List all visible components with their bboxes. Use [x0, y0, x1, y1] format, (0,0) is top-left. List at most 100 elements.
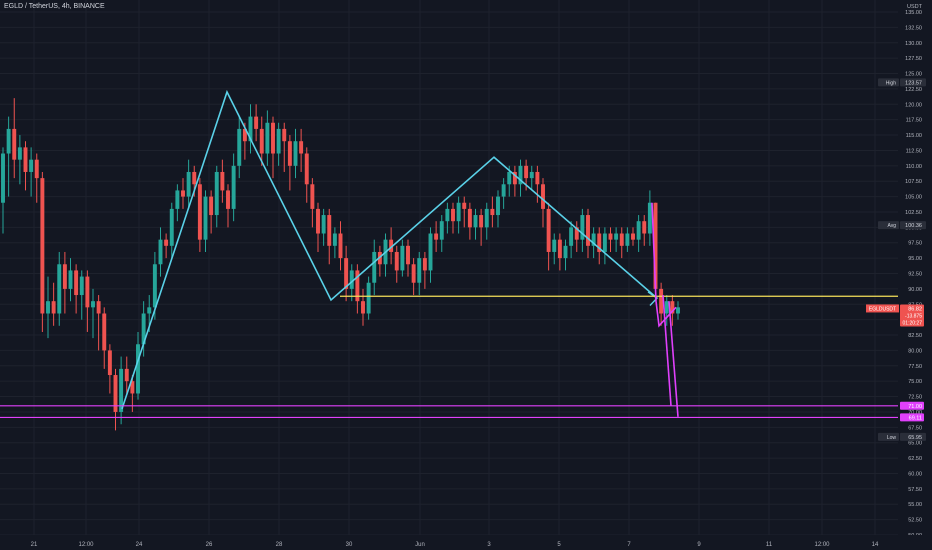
candle-body: [625, 233, 630, 246]
candle-body: [535, 171, 540, 185]
candle-body: [479, 215, 484, 228]
candle-body: [51, 301, 56, 314]
candle-body: [113, 375, 118, 412]
time-tick-label: 7: [627, 542, 631, 548]
candle-body: [237, 128, 242, 166]
candle-body: [57, 264, 62, 314]
candle-body: [338, 233, 343, 259]
candle-body: [29, 159, 34, 172]
low-tag: [900, 432, 926, 441]
candle-body: [473, 215, 478, 228]
projection-line-b: [668, 301, 679, 417]
candle-body: [417, 258, 422, 283]
price-tick-label: 110.00: [906, 164, 922, 170]
price-tick-label: 65.00: [908, 441, 922, 447]
time-tick-label: 30: [346, 542, 353, 548]
candle-body: [462, 202, 467, 209]
price-tick-label: 122.50: [905, 87, 922, 93]
avg-tag-text: 100.36: [905, 223, 922, 229]
candle-body: [524, 165, 529, 179]
high-tag-text: 123.57: [905, 80, 922, 86]
time-tick-label: 12:00: [78, 542, 94, 548]
candle-body: [546, 208, 551, 252]
target-tag-lower: [900, 413, 924, 422]
candle-body: [79, 276, 84, 296]
candle-body: [608, 233, 613, 240]
candle-body: [580, 215, 585, 240]
candle-body: [659, 288, 664, 314]
candle-body: [501, 184, 506, 197]
price-tick-label: 80.00: [908, 348, 922, 354]
candle-body: [602, 233, 607, 252]
countdown-text: 01:20:27: [903, 320, 923, 326]
candle-body: [293, 141, 298, 166]
last-symbol-tag: [866, 304, 899, 313]
time-tick-label: 14: [872, 542, 879, 548]
candle-body: [282, 128, 287, 142]
price-tick-label: 62.50: [908, 456, 922, 462]
candle-body: [40, 178, 45, 314]
candle-body: [107, 350, 112, 376]
time-tick-label: 21: [31, 542, 38, 548]
time-tick-label: 3: [487, 542, 491, 548]
candle-body: [17, 147, 22, 160]
price-tick-label: 70.00: [908, 410, 922, 416]
time-axis[interactable]: 21 12:00 24 26 28 30 Jun 3 5 7 9 11 12:00 14: [0, 535, 932, 550]
price-tick-label: 97.50: [908, 241, 922, 247]
pattern-drawings: [0, 89, 898, 419]
target-tag-upper-text: 71.00: [908, 404, 922, 410]
candle-body: [6, 128, 11, 154]
price-tick-label: 77.50: [908, 364, 922, 370]
candle-body: [366, 282, 371, 314]
candle-body: [670, 301, 675, 314]
candle-body: [316, 208, 320, 234]
candle-body: [271, 122, 275, 154]
candles: [1, 98, 680, 431]
candle-body: [147, 307, 152, 314]
candle-body: [541, 184, 545, 209]
candle-body: [119, 368, 124, 412]
candle-body: [344, 258, 349, 289]
candle-body: [355, 270, 360, 302]
time-tick-label: 28: [276, 542, 283, 548]
candle-body: [85, 276, 90, 308]
price-tick-label: 90.00: [908, 287, 922, 293]
target-tag-upper: [900, 401, 924, 410]
price-tick-label: 120.00: [905, 102, 922, 108]
last-price-tag: [900, 304, 924, 327]
candle-body: [23, 147, 28, 172]
time-tick-label: 9: [697, 542, 701, 548]
candle-body: [389, 239, 394, 252]
candle-body: [304, 153, 309, 185]
candle-body: [68, 270, 73, 289]
candle-body: [287, 141, 292, 166]
price-tick-label: 57.50: [908, 487, 922, 493]
price-tick-label: 105.00: [905, 195, 922, 201]
candle-body: [332, 233, 337, 246]
time-tick-label: 24: [136, 542, 143, 548]
candle-body: [631, 233, 635, 240]
candle-body: [12, 128, 17, 160]
candle-body: [557, 239, 562, 259]
head-and-shoulders-line[interactable]: [121, 89, 658, 410]
candle-body: [197, 184, 202, 240]
candle-body: [434, 233, 439, 240]
candle-body: [586, 215, 590, 246]
candle-body: [186, 171, 191, 197]
candle-body: [394, 251, 399, 271]
price-tick-label: 115.00: [906, 133, 922, 139]
currency-label: USDT: [907, 4, 923, 10]
candle-body: [220, 171, 225, 191]
candle-body: [591, 233, 596, 246]
high-tag: [900, 78, 926, 87]
candle-body: [653, 202, 658, 289]
candle-body: [152, 264, 157, 308]
candle-body: [552, 239, 557, 252]
candle-body: [74, 270, 79, 296]
last-change-text: -13.875: [905, 313, 922, 319]
price-tick-label: 60.00: [908, 471, 922, 477]
last-symbol-text: EGLDUSDT: [869, 306, 896, 312]
candle-body: [484, 208, 489, 228]
